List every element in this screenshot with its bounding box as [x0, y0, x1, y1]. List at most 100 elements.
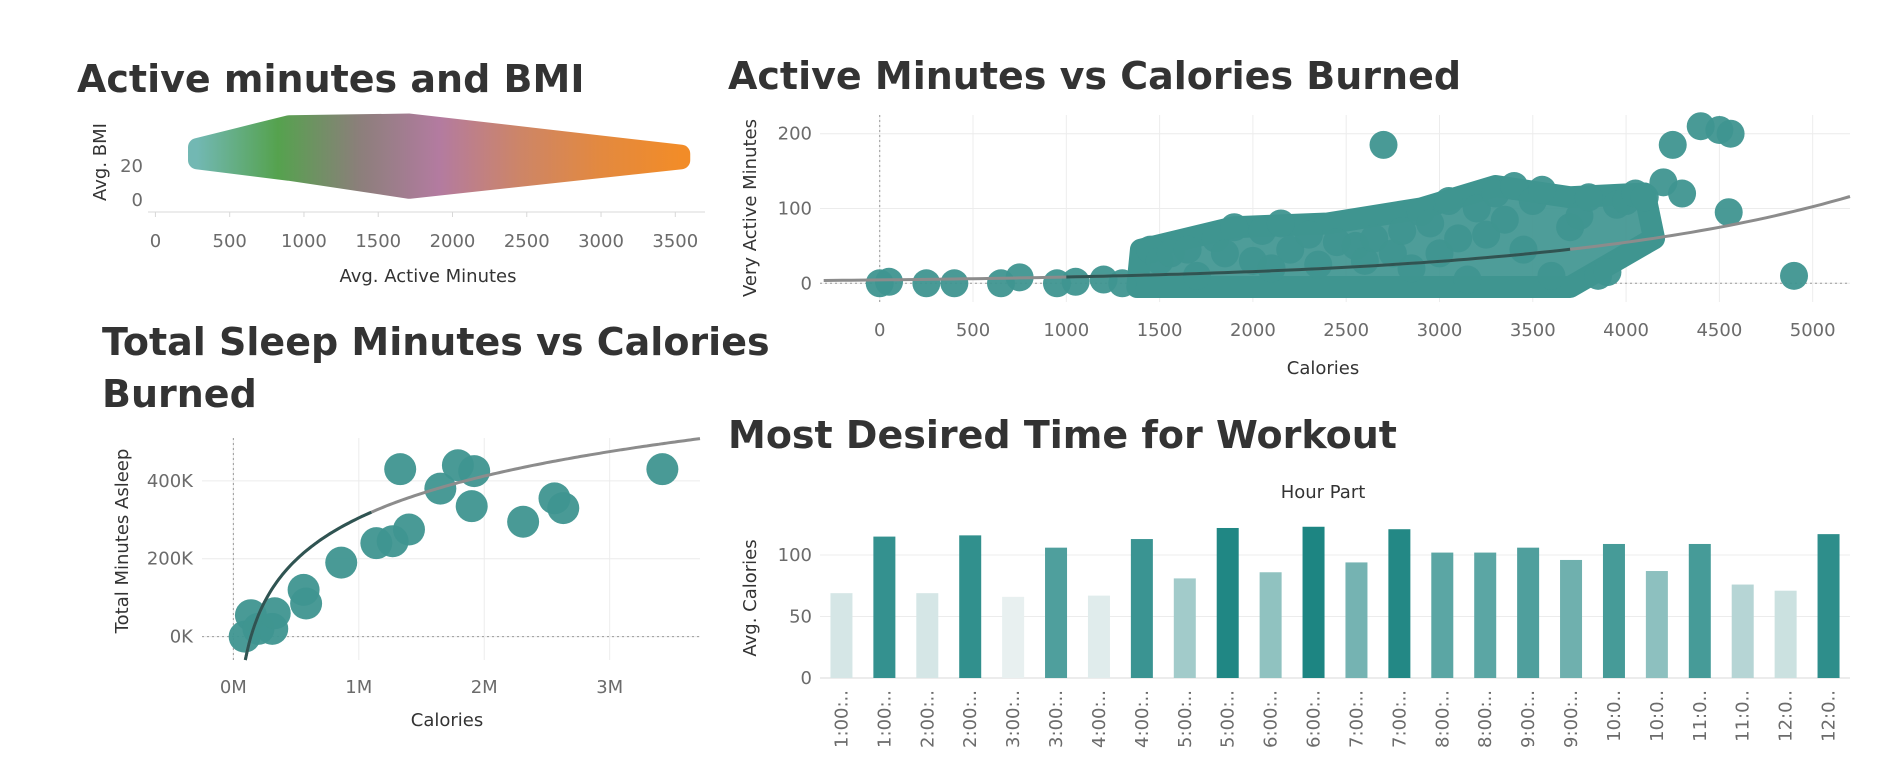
active-calories-point[interactable] [1360, 224, 1389, 253]
workout-time-x-tick: 12:0.. [1819, 690, 1840, 742]
sleep-calories-point[interactable] [547, 492, 580, 525]
active-calories-x-tick: 2500 [1323, 320, 1369, 341]
active-calories-point[interactable] [940, 269, 969, 298]
active-calories-point[interactable] [1716, 119, 1745, 148]
workout-time-x-tick: 8:00:.. [1432, 690, 1453, 748]
active-calories-point[interactable] [1266, 209, 1295, 238]
active-calories-point[interactable] [1416, 209, 1445, 238]
workout-time-bar[interactable] [1688, 543, 1711, 678]
workout-time-bar[interactable] [873, 536, 896, 678]
active-calories-point[interactable] [1658, 130, 1687, 159]
active-calories-point[interactable] [1780, 261, 1809, 290]
workout-time-bar[interactable] [1431, 552, 1454, 678]
workout-time-x-tick: 2:00:.. [917, 690, 938, 748]
active-calories-point[interactable] [1490, 205, 1519, 234]
sleep-calories-point[interactable] [325, 546, 358, 579]
active-calories-point[interactable] [1108, 269, 1137, 298]
sleep-calories-plot[interactable]: 0M 1M 2M 3M 0K 200K 400K [147, 437, 701, 698]
active-calories-point[interactable] [1528, 175, 1557, 204]
sleep-calories-point[interactable] [392, 513, 425, 546]
workout-time-plot[interactable]: 0 50 100 1:00:.. 1:00:.. 2:00:.. 2:00:.. 3:00:.… [778, 526, 1850, 748]
active-calories-point[interactable] [1369, 130, 1398, 159]
workout-time-bar[interactable] [1645, 571, 1668, 678]
workout-time-bar[interactable] [1002, 596, 1025, 678]
workout-time-x-tick: 3:00:.. [1003, 690, 1024, 748]
active-calories-point[interactable] [1378, 239, 1407, 268]
workout-time-bar[interactable] [1517, 547, 1540, 678]
workout-time-bar[interactable] [1602, 543, 1625, 678]
workout-time-bar[interactable] [1130, 539, 1153, 678]
active-bmi-ylabel: Avg. BMI [90, 123, 111, 201]
workout-time-bar[interactable] [1388, 529, 1411, 678]
active-calories-y-tick: 200 [778, 124, 812, 145]
sleep-calories-point[interactable] [455, 490, 488, 523]
workout-time-bar[interactable] [830, 593, 853, 678]
workout-time-bar[interactable] [1560, 559, 1583, 678]
sleep-calories-point[interactable] [507, 505, 540, 538]
active-calories-point[interactable] [1210, 239, 1239, 268]
active-calories-point[interactable] [1397, 254, 1426, 283]
active-calories-point[interactable] [1220, 213, 1249, 242]
workout-time-bar[interactable] [1045, 547, 1068, 678]
sleep-calories-x-tick: 3M [596, 677, 623, 698]
active-calories-point[interactable] [1173, 235, 1202, 264]
active-calories-point[interactable] [1257, 254, 1286, 283]
active-calories-point[interactable] [1630, 183, 1659, 212]
active-calories-point[interactable] [1276, 235, 1305, 264]
active-bmi-band[interactable] [188, 113, 691, 199]
sleep-calories-point[interactable] [646, 453, 679, 486]
workout-time-bar[interactable] [1817, 534, 1840, 678]
active-calories-point[interactable] [1714, 198, 1743, 227]
workout-time-x-tick: 8:00:.. [1475, 690, 1496, 748]
active-bmi-y-tick: 0 [132, 190, 143, 211]
sleep-calories-point[interactable] [384, 453, 417, 486]
active-calories-point[interactable] [912, 269, 941, 298]
active-calories-point[interactable] [1444, 224, 1473, 253]
active-calories-point[interactable] [1294, 220, 1323, 249]
active-calories-point[interactable] [1182, 261, 1211, 290]
active-bmi-plot[interactable]: 0 500 1000 1500 2000 2500 3000 3500 20 0 [120, 113, 705, 252]
workout-time-header: Hour Part [1281, 482, 1366, 503]
active-calories-point[interactable] [1509, 235, 1538, 264]
workout-time-x-tick: 9:00:.. [1561, 690, 1582, 748]
sleep-calories-point[interactable] [287, 573, 320, 606]
active-bmi-x-tick: 1500 [355, 231, 401, 252]
active-calories-point[interactable] [1434, 187, 1463, 216]
workout-time-bar[interactable] [916, 593, 939, 678]
workout-time-bar[interactable] [959, 535, 982, 678]
active-calories-point[interactable] [1061, 267, 1090, 296]
active-calories-point[interactable] [1304, 250, 1333, 279]
workout-time-bar[interactable] [1345, 562, 1368, 678]
sleep-calories-point[interactable] [258, 597, 291, 630]
active-calories-point[interactable] [1388, 216, 1417, 245]
workout-time-bar[interactable] [1173, 578, 1196, 678]
workout-time-y-tick: 50 [789, 607, 812, 628]
workout-time-y-tick: 100 [778, 545, 812, 566]
workout-time-title: Most Desired Time for Workout [728, 413, 1397, 457]
active-calories-point[interactable] [1668, 179, 1697, 208]
workout-time-bar[interactable] [1216, 527, 1239, 678]
workout-time-bar[interactable] [1302, 526, 1325, 678]
active-calories-plot[interactable]: 0 500 1000 1500 2000 2500 3000 3500 4000 4500 5000… [778, 112, 1851, 341]
sleep-calories-y-tick: 200K [147, 549, 194, 570]
active-bmi-x-tick: 2000 [430, 231, 476, 252]
workout-time-bar[interactable] [1774, 590, 1797, 678]
active-calories-point[interactable] [875, 267, 904, 296]
sleep-calories-trend-line-overlap [243, 510, 372, 661]
active-calories-x-tick: 4500 [1696, 320, 1742, 341]
active-calories-point[interactable] [1500, 172, 1529, 201]
workout-time-x-tick: 5:00:.. [1218, 690, 1239, 748]
workout-time-bar[interactable] [1731, 584, 1754, 678]
workout-time-bar[interactable] [1087, 595, 1110, 678]
active-calories-point[interactable] [1593, 258, 1622, 287]
active-calories-point[interactable] [1453, 265, 1482, 294]
workout-time-x-tick: 7:00:.. [1346, 690, 1367, 748]
active-calories-point[interactable] [1574, 183, 1603, 212]
workout-time-bar[interactable] [1474, 552, 1497, 678]
active-calories-point[interactable] [1462, 194, 1491, 223]
active-calories-point[interactable] [1472, 220, 1501, 249]
workout-time-x-tick: 5:00:.. [1175, 690, 1196, 748]
workout-time-bar[interactable] [1259, 572, 1282, 678]
active-calories-point[interactable] [1537, 261, 1566, 290]
